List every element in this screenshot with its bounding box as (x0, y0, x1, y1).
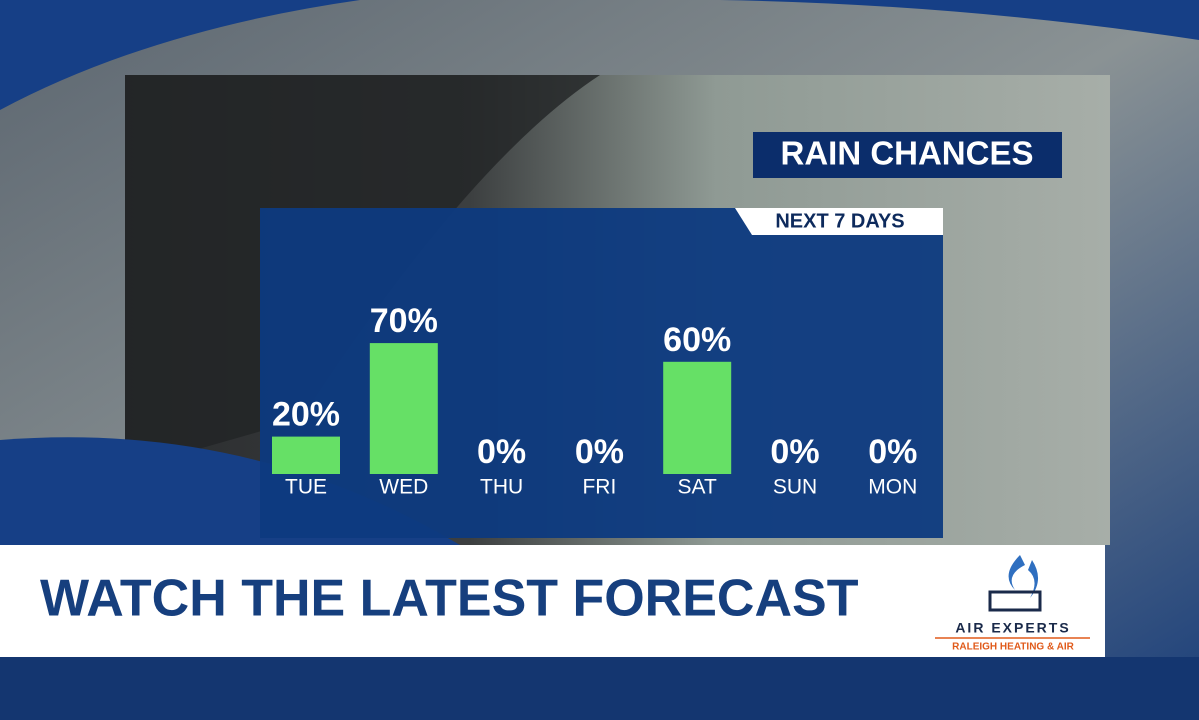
sponsor-tagline: RALEIGH HEATING & AIR (952, 642, 1074, 653)
banner (0, 545, 1105, 657)
value-label: 0% (770, 433, 819, 471)
x-tick-label: SUN (773, 476, 817, 499)
value-label: 20% (272, 396, 340, 434)
value-label: 70% (370, 302, 438, 340)
logo-grill (988, 590, 1042, 612)
chart-title: RAIN CHANCES (780, 135, 1033, 172)
x-tick-label: FRI (582, 476, 616, 499)
logo-flame (1008, 555, 1039, 598)
bar (272, 436, 340, 474)
chart-subtitle: NEXT 7 DAYS (775, 210, 904, 232)
footer-band (0, 657, 1199, 720)
x-tick-label: TUE (285, 476, 327, 499)
x-tick-label: MON (868, 476, 917, 499)
x-tick-label: WED (379, 476, 428, 499)
bar (663, 361, 732, 474)
sponsor: AIR EXPERTS (955, 620, 1070, 636)
swoosh (600, 0, 1199, 40)
value-label: 0% (575, 433, 624, 471)
value-label: 60% (663, 321, 731, 359)
x-tick-label: THU (480, 476, 523, 499)
title-box (753, 132, 1062, 178)
bar (369, 343, 438, 474)
value-label: 0% (477, 433, 526, 471)
subtitle-tab (735, 208, 943, 235)
value-label: 0% (868, 433, 917, 471)
swoosh (0, 0, 360, 110)
headline[interactable]: WATCH THE LATEST FORECAST (40, 570, 859, 628)
x-tick-label: SAT (678, 476, 717, 499)
